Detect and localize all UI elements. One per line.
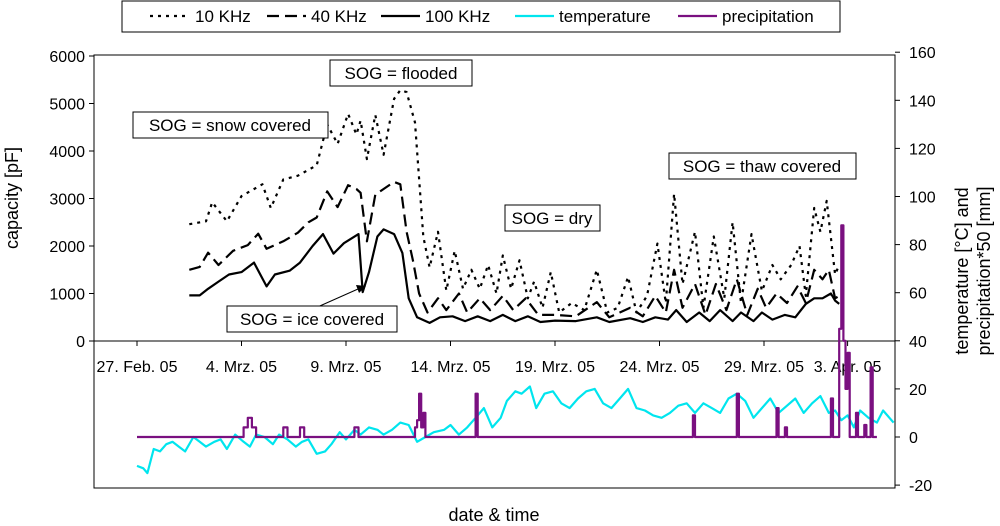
series-40khz-line: [189, 180, 840, 319]
left-axis: 0 1000 2000 3000 4000 5000 6000: [49, 49, 94, 351]
y-axis-label-left: capacity [pF]: [2, 147, 22, 249]
x-tick-label: 27. Feb. 05: [97, 359, 178, 376]
left-tick-label: 5000: [49, 97, 85, 114]
right-tick-label: 120: [909, 141, 936, 158]
right-tick-label: -20: [909, 478, 932, 495]
annotation-thaw-covered-box: [668, 152, 857, 180]
right-tick-label: 140: [909, 93, 936, 110]
right-tick-label: 80: [909, 238, 927, 255]
x-tick-label: 9. Mrz. 05: [310, 359, 381, 376]
x-tick-label: 24. Mrz. 05: [619, 359, 699, 376]
x-axis: 27. Feb. 05 4. Mrz. 05 9. Mrz. 05 14. Mrz. …: [97, 341, 882, 376]
annotation-flooded: SOG = flooded: [329, 59, 473, 87]
annotation-thaw-covered: SOG = thaw covered: [668, 152, 857, 180]
right-tick-label: 160: [909, 45, 936, 62]
x-tick-label: 14. Mrz. 05: [410, 359, 490, 376]
right-axis: -20 0 20 40 60 80 100 120 140 160: [895, 45, 936, 495]
legend-precipitation-label: precipitation: [722, 7, 814, 26]
annotation-dry-box: [504, 204, 601, 232]
series-layer: [136, 89, 895, 475]
right-tick-label: 60: [909, 286, 927, 303]
annotation-ice-covered: SOG = ice covered: [226, 285, 398, 333]
series-100khz-line: [189, 228, 840, 324]
y-axis-label-right-line1: temperature [°C] and: [952, 187, 972, 354]
annotation-snow-covered-box: [132, 111, 329, 139]
annotation-ice-covered-box: [226, 305, 398, 333]
legend-40khz-label: 40 KHz: [311, 7, 367, 26]
annotation-dry: SOG = dry: [504, 204, 601, 232]
annotation-snow-covered: SOG = snow covered: [132, 111, 329, 139]
x-tick-label: 19. Mrz. 05: [515, 359, 595, 376]
right-tick-label: 0: [909, 430, 918, 447]
left-tick-label: 4000: [49, 144, 85, 161]
series-temperature-line: [136, 385, 895, 475]
annotation-flooded-text: SOG = flooded: [345, 64, 458, 83]
plot-frame: [93, 54, 896, 489]
right-tick-label: 20: [909, 382, 927, 399]
legend: 10 KHz 40 KHz 100 KHz temperature precip…: [121, 0, 841, 33]
legend-100khz-label: 100 KHz: [425, 7, 490, 26]
annotation-dry-text: SOG = dry: [512, 209, 593, 228]
annotation-thaw-covered-text: SOG = thaw covered: [683, 157, 841, 176]
legend-10khz-label: 10 KHz: [195, 7, 251, 26]
y-axis-label-right-line2: precipitation*50 [mm]: [974, 186, 994, 355]
left-tick-label: 3000: [49, 192, 85, 209]
left-tick-label: 6000: [49, 49, 85, 66]
annotation-ice-covered-arrowhead: [356, 285, 366, 293]
legend-box: [121, 0, 841, 33]
annotation-snow-covered-text: SOG = snow covered: [149, 116, 311, 135]
annotation-ice-covered-text: SOG = ice covered: [240, 310, 384, 329]
annotation-flooded-box: [329, 59, 473, 87]
right-tick-label: 100: [909, 190, 936, 207]
x-tick-label: 4. Mrz. 05: [206, 359, 277, 376]
left-tick-label: 2000: [49, 239, 85, 256]
series-precipitation-line: [137, 224, 877, 439]
x-axis-label: date & time: [448, 505, 539, 525]
left-tick-label: 1000: [49, 287, 85, 304]
left-tick-label: 0: [76, 334, 85, 351]
legend-temperature-label: temperature: [559, 7, 651, 26]
right-tick-label: 40: [909, 334, 927, 351]
x-tick-label: 29. Mrz. 05: [724, 359, 804, 376]
